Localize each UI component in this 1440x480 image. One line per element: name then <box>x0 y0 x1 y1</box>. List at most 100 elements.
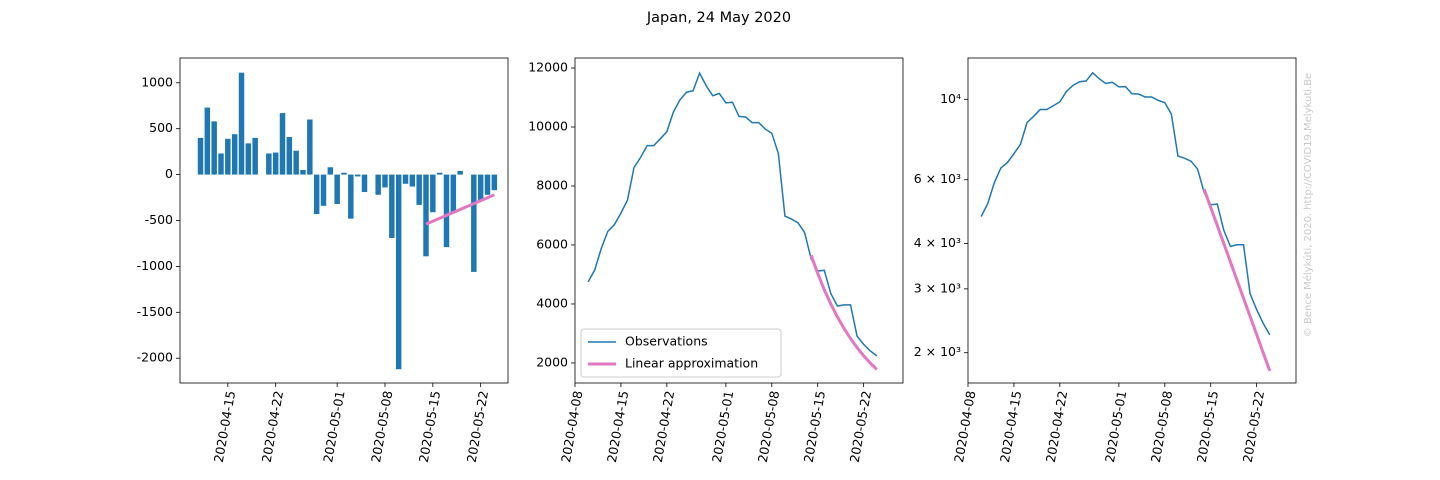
bar <box>286 136 293 175</box>
legend-label: Observations <box>625 334 708 349</box>
x-tick-label: 2020-05-15 <box>801 390 828 464</box>
y-tick-label: -1000 <box>137 258 173 273</box>
bar <box>395 174 402 370</box>
axes-frame <box>574 57 904 384</box>
x-tick-label: 2020-05-08 <box>368 389 395 463</box>
x-tick-label: 2020-04-15 <box>211 390 238 464</box>
bar <box>334 174 340 204</box>
bar <box>266 153 272 175</box>
x-tick-label: 2020-05-08 <box>755 389 782 463</box>
bar <box>471 174 477 272</box>
y-tick-label: 6 × 10³ <box>914 171 961 186</box>
bar <box>238 72 245 175</box>
x-tick-label: 2020-05-01 <box>1102 390 1129 464</box>
bar <box>382 174 388 188</box>
bar <box>457 170 463 175</box>
y-tick-label: 500 <box>149 120 173 135</box>
bar <box>313 174 320 215</box>
y-tick-label: 2 × 10³ <box>914 344 961 359</box>
series-line <box>980 71 1271 336</box>
y-tick-label: 4000 <box>536 295 568 310</box>
plot-area <box>980 71 1272 372</box>
panel: 2000 4000 6000 8000 10000 12000 2020-04-08 2020… <box>528 57 904 464</box>
bar <box>218 153 224 175</box>
bar <box>436 172 443 175</box>
bar <box>443 174 450 248</box>
y-tick-label: 0 <box>165 166 173 181</box>
y-tick-label: 10⁴ <box>940 91 961 106</box>
y-tick-label: -1500 <box>137 304 173 319</box>
legend: Observations Linear approximation <box>580 328 782 378</box>
y-tick-label: 2000 <box>536 354 568 369</box>
bar <box>389 174 395 238</box>
bar <box>307 119 313 175</box>
x-tick-label: 2020-05-01 <box>709 390 736 464</box>
bar <box>245 143 252 175</box>
panel: 2 × 10³ 3 × 10³ 4 × 10³ 6 × 10³ 10⁴ 2020-04-0… <box>914 57 1297 464</box>
y-tick-label: -2000 <box>137 350 173 365</box>
x-tick-label: 2020-05-22 <box>1240 390 1267 464</box>
bar <box>423 174 429 257</box>
legend-label: Linear approximation <box>625 356 758 371</box>
bar <box>361 174 368 193</box>
bar <box>375 174 381 195</box>
bar <box>416 174 422 205</box>
y-tick-label: 8000 <box>536 177 568 192</box>
x-tick-label: 2020-04-22 <box>650 390 677 464</box>
x-tick-label: 2020-05-22 <box>464 390 491 464</box>
bar <box>211 121 217 175</box>
y-tick-label: 4 × 10³ <box>914 235 961 250</box>
bar <box>450 174 457 214</box>
bar <box>231 134 238 175</box>
x-tick-label: 2020-04-15 <box>997 390 1024 464</box>
bar <box>293 150 299 175</box>
credit: © Bence Mélykúti, 2020. http://COVID19.M… <box>1302 73 1314 337</box>
y-tick-label: 6000 <box>536 236 568 251</box>
bar <box>477 174 484 201</box>
y-tick-label: 10000 <box>528 119 568 134</box>
bar <box>409 174 416 187</box>
panel: -2000 -1500 -1000 -500 0 500 1000 2020-04-15 202… <box>137 57 509 464</box>
legend-box <box>580 328 782 378</box>
axes-frame <box>179 57 509 384</box>
x-tick-label: 2020-04-22 <box>259 390 286 464</box>
bar <box>279 113 286 175</box>
bar <box>204 107 211 175</box>
series-line <box>809 254 878 371</box>
series-line <box>1202 188 1272 372</box>
plot-area <box>587 71 878 371</box>
y-tick-label: 3 × 10³ <box>914 280 961 295</box>
bar <box>348 174 354 219</box>
bar <box>354 174 361 177</box>
bar <box>320 174 327 206</box>
bar <box>252 137 258 175</box>
bar <box>225 138 231 175</box>
bar <box>300 170 306 175</box>
fit-line <box>425 193 495 226</box>
bar <box>341 172 347 175</box>
y-tick-label: -500 <box>145 212 173 227</box>
axes-frame <box>967 57 1297 384</box>
x-tick-label: 2020-04-22 <box>1043 390 1070 464</box>
x-tick-label: 2020-05-01 <box>320 390 347 464</box>
figure-title: Japan, 24 May 2020 <box>646 10 791 26</box>
y-tick-label: 1000 <box>141 74 173 89</box>
x-tick-label: 2020-05-15 <box>416 390 443 464</box>
series-line <box>587 71 878 357</box>
bar <box>491 174 498 191</box>
bar <box>197 137 204 175</box>
x-tick-label: 2020-04-15 <box>604 390 631 464</box>
bar <box>272 152 279 175</box>
x-tick-label: 2020-05-22 <box>847 390 874 464</box>
x-tick-label: 2020-05-15 <box>1194 390 1221 464</box>
x-tick-label: 2020-05-08 <box>1148 389 1175 463</box>
x-tick-label: 2020-04-08 <box>951 389 978 463</box>
bar <box>402 174 409 184</box>
x-tick-label: 2020-04-08 <box>558 389 585 463</box>
plot-area <box>197 72 498 370</box>
bar <box>430 174 436 213</box>
bar <box>484 174 491 195</box>
bar <box>327 167 334 175</box>
y-tick-label: 12000 <box>528 60 568 75</box>
